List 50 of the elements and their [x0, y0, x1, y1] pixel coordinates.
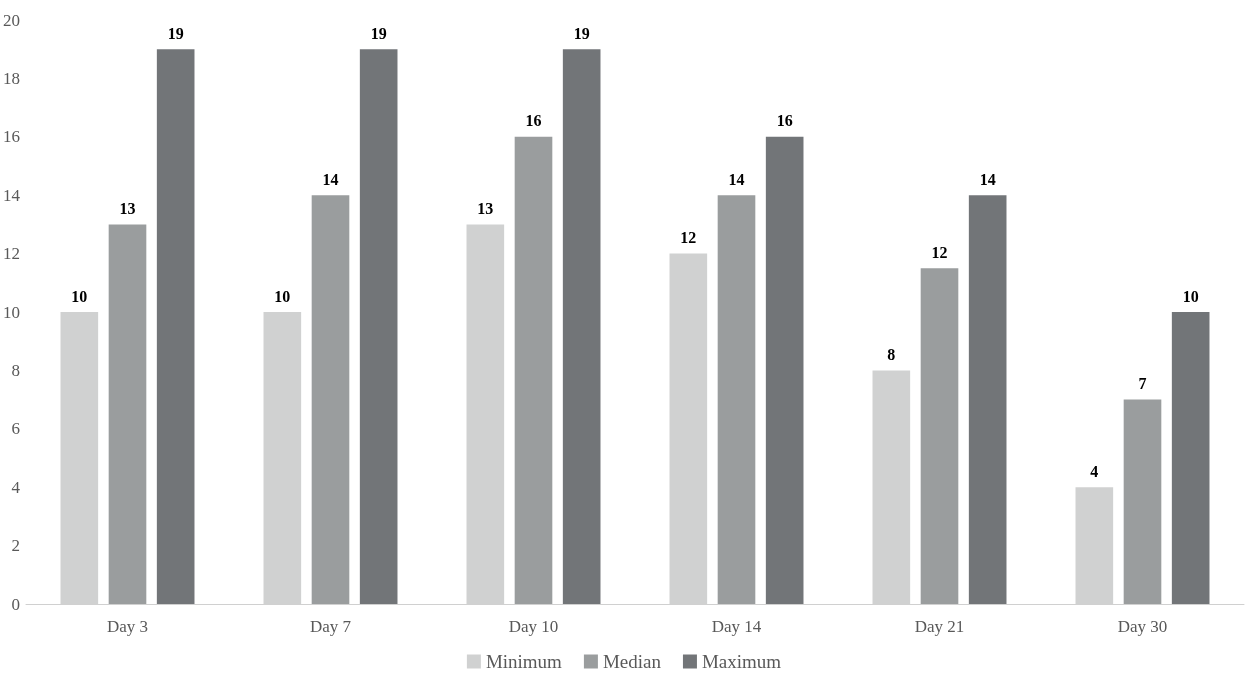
- bar: [765, 136, 804, 604]
- bar: [920, 268, 959, 604]
- data-label: 12: [680, 229, 697, 247]
- data-label: 8: [887, 345, 896, 363]
- y-tick-label: 16: [3, 127, 20, 147]
- y-tick-label: 10: [3, 302, 20, 322]
- data-label: 14: [728, 170, 745, 188]
- data-label: 7: [1138, 375, 1147, 393]
- bar: [968, 195, 1007, 604]
- data-label: 12: [931, 243, 948, 261]
- x-tick-label: Day 3: [106, 617, 149, 636]
- data-label: 13: [119, 199, 136, 217]
- y-tick-label: 18: [3, 68, 20, 88]
- y-tick-label: 12: [3, 244, 20, 264]
- data-label: 4: [1090, 462, 1099, 480]
- x-tick-label: Day 21: [914, 617, 965, 636]
- legend-label: Maximum: [701, 651, 782, 672]
- data-label: 19: [167, 24, 184, 42]
- y-tick-label: 8: [11, 360, 20, 380]
- legend-label: Minimum: [485, 651, 563, 672]
- x-tick-label: Day 30: [1117, 617, 1168, 636]
- bar: [359, 49, 398, 604]
- bar: [717, 195, 756, 604]
- bar: [514, 136, 553, 604]
- data-label: 19: [573, 24, 590, 42]
- bar: [1123, 399, 1162, 604]
- y-tick-label: 6: [11, 419, 20, 439]
- bar: [311, 195, 350, 604]
- y-tick-label: 0: [11, 594, 20, 614]
- y-tick-label: 20: [3, 10, 20, 30]
- data-label: 10: [274, 287, 291, 305]
- x-tick-label: Day 14: [711, 617, 762, 636]
- bar: [156, 49, 195, 604]
- x-tick-label: Day 7: [309, 617, 352, 636]
- y-tick-label: 14: [3, 185, 21, 205]
- x-tick-label: Day 10: [508, 617, 559, 636]
- data-label: 14: [979, 170, 996, 188]
- data-label: 13: [477, 199, 494, 217]
- data-label: 19: [370, 24, 387, 42]
- bar: [108, 224, 147, 604]
- legend-label: Median: [602, 651, 662, 672]
- bar: [1171, 312, 1210, 604]
- data-label: 10: [1182, 287, 1199, 305]
- bar: [562, 49, 601, 604]
- y-tick-label: 4: [11, 477, 21, 497]
- data-label: 10: [71, 287, 88, 305]
- data-label: 14: [322, 170, 339, 188]
- data-label: 16: [776, 112, 793, 130]
- data-label: 16: [525, 112, 542, 130]
- y-tick-label: 2: [11, 536, 20, 556]
